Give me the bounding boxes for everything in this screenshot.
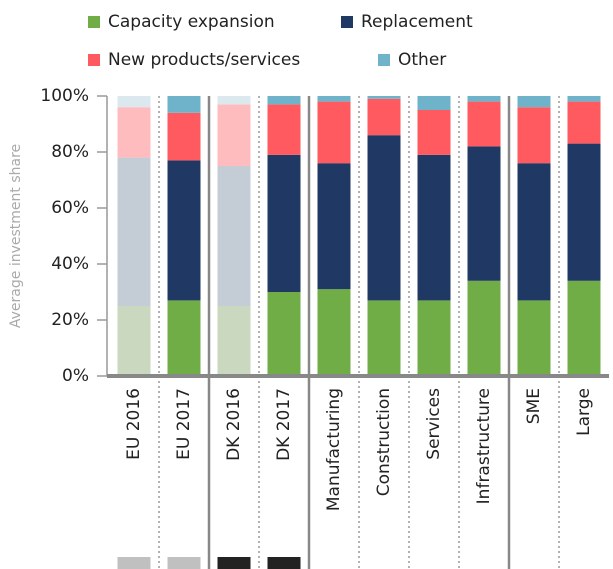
bar-segment [267, 154, 301, 292]
bar-segment [217, 166, 251, 306]
bar-segment [517, 300, 551, 376]
bar-segment [117, 107, 151, 158]
x-tick-label: Infrastructure [474, 388, 494, 504]
bar-segment [167, 96, 201, 113]
bar-segment [117, 157, 151, 306]
legend-swatch [88, 54, 100, 66]
legend-swatch [378, 54, 390, 66]
legend-label: New products/services [108, 50, 300, 70]
legend-label: Capacity expansion [108, 12, 275, 32]
bar-segment [567, 280, 601, 376]
legend-label: Replacement [361, 12, 473, 32]
bar-segment [217, 104, 251, 166]
x-tick-label: DK 2017 [274, 388, 294, 461]
x-tick-label: Large [574, 388, 594, 436]
group-marker [117, 557, 151, 569]
bar-segment [567, 101, 601, 144]
bar-segment [167, 300, 201, 376]
bar-segment [117, 96, 151, 108]
y-axis-title: Average investment share [8, 144, 24, 328]
bar-segment [367, 135, 401, 301]
bar-segment [267, 96, 301, 105]
x-tick-label: Manufacturing [324, 388, 344, 511]
bar-segment [367, 96, 401, 99]
bar-segment [467, 96, 501, 102]
legend-swatch [341, 16, 353, 28]
bar-segment [517, 96, 551, 108]
y-tick-label: 20% [51, 310, 89, 330]
bar-segment [367, 300, 401, 376]
bar-segment [417, 110, 451, 155]
bar-segment [317, 96, 351, 102]
bar-segment [567, 143, 601, 281]
bar-segment [467, 280, 501, 376]
group-marker [167, 557, 201, 569]
bar-segment [567, 96, 601, 102]
bar-segment [167, 112, 201, 161]
y-tick-label: 60% [51, 198, 89, 218]
group-marker [267, 557, 301, 569]
y-tick-label: 100% [40, 86, 89, 106]
bar-segment [317, 101, 351, 164]
x-tick-label: Services [424, 388, 444, 460]
bar-segment [517, 163, 551, 301]
x-tick-label: EU 2017 [174, 388, 194, 460]
y-tick-label: 0% [62, 366, 89, 386]
bar-segment [267, 104, 301, 155]
bar-segment [517, 107, 551, 164]
bar-segment [317, 163, 351, 290]
bar-segment [417, 300, 451, 376]
bar-segment [267, 292, 301, 376]
bar-segment [317, 289, 351, 376]
y-tick-label: 40% [51, 254, 89, 274]
bar-segment [217, 96, 251, 105]
bar-segment [467, 101, 501, 147]
x-tick-label: Construction [374, 388, 394, 496]
bar-segment [367, 98, 401, 136]
bar-segment [217, 306, 251, 376]
bar-segment [417, 154, 451, 301]
bar-segment [117, 306, 151, 376]
x-tick-label: SME [524, 388, 544, 424]
x-tick-label: EU 2016 [124, 388, 144, 460]
legend-swatch [88, 16, 100, 28]
x-tick-label: DK 2016 [224, 388, 244, 461]
y-tick-label: 80% [51, 142, 89, 162]
group-marker [217, 557, 251, 569]
legend-label: Other [398, 50, 446, 70]
bar-segment [167, 160, 201, 301]
bar-segment [417, 96, 451, 110]
bar-segment [467, 146, 501, 281]
